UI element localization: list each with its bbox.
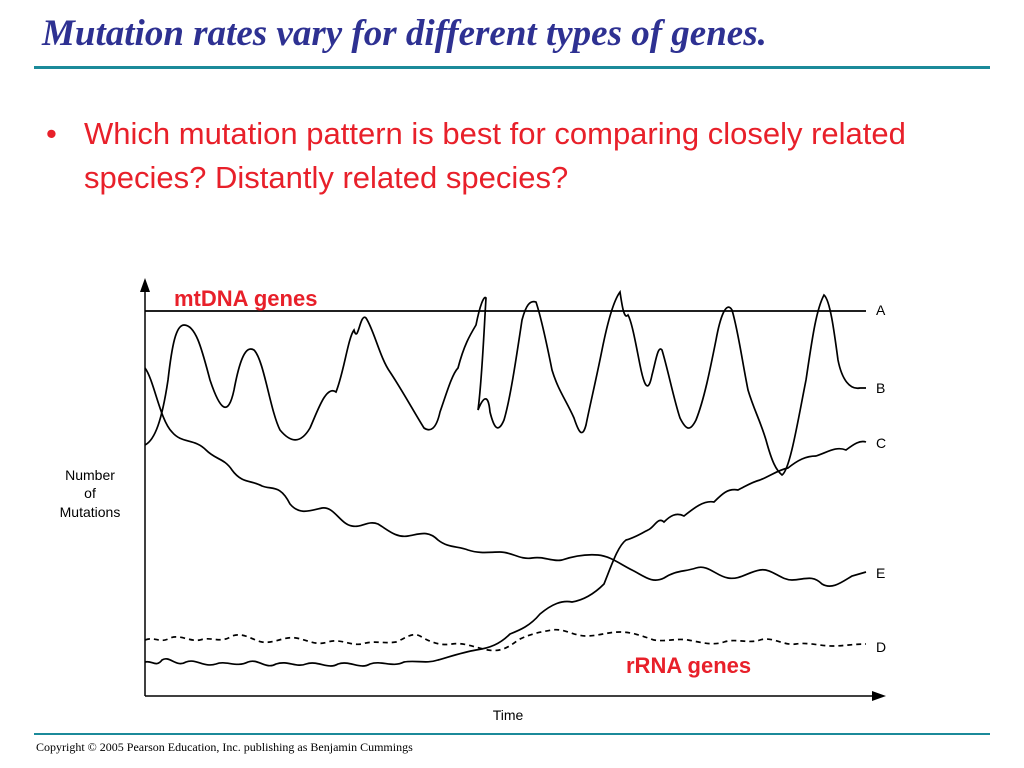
bullet-text: Which mutation pattern is best for compa… bbox=[84, 116, 906, 195]
copyright-footer: Copyright © 2005 Pearson Education, Inc.… bbox=[36, 740, 413, 754]
curve-d bbox=[144, 628, 867, 652]
curve-label-c: C bbox=[876, 435, 886, 451]
bullet-question: • Which mutation pattern is best for com… bbox=[46, 112, 976, 200]
title-divider bbox=[34, 66, 990, 69]
y-axis-label-line-1: Number bbox=[65, 467, 115, 483]
footer-divider bbox=[34, 733, 990, 735]
x-axis-label: Time bbox=[493, 707, 524, 723]
bullet-marker: • bbox=[46, 116, 57, 151]
y-axis-label-line-2: of bbox=[84, 485, 96, 501]
curve-label-b: B bbox=[876, 380, 885, 396]
slide-title: Mutation rates vary for different types … bbox=[42, 13, 767, 54]
curve-e bbox=[144, 367, 867, 587]
curve-label-a: A bbox=[876, 302, 886, 318]
curve-c bbox=[144, 440, 867, 667]
x-axis-arrow bbox=[872, 691, 886, 701]
curve-b bbox=[144, 289, 866, 477]
curve-label-d: D bbox=[876, 639, 886, 655]
y-axis-label-line-3: Mutations bbox=[60, 504, 121, 520]
annotation-rrna: rRNA genes bbox=[626, 653, 751, 678]
y-axis-arrow bbox=[140, 278, 150, 292]
curve-label-e: E bbox=[876, 565, 885, 581]
annotation-mtdna: mtDNA genes bbox=[174, 286, 317, 311]
